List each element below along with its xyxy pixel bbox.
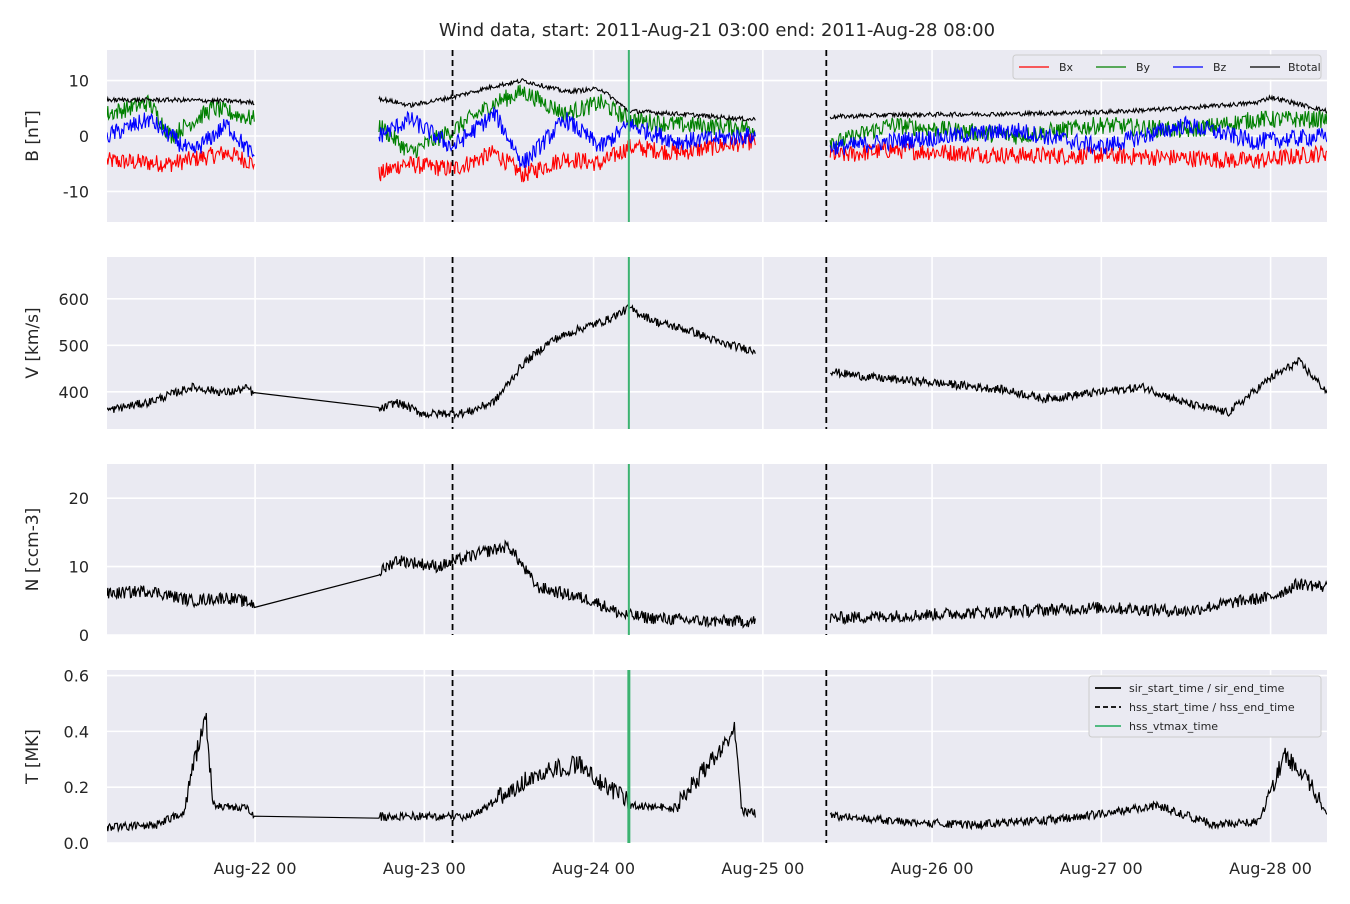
- y-tick-label: 10: [69, 72, 89, 91]
- legend-label: By: [1136, 61, 1151, 74]
- y-tick-label: 0.4: [64, 722, 89, 741]
- plot-area: [107, 257, 1327, 429]
- legend-box: [1012, 54, 1322, 80]
- x-tick-label: Aug-25 00: [721, 859, 804, 878]
- y-tick-label: 20: [69, 489, 89, 508]
- y-tick-label: 10: [69, 558, 89, 577]
- legend-label: hss_vtmax_time: [1129, 720, 1218, 733]
- legend-label: sir_start_time / sir_end_time: [1129, 682, 1285, 695]
- y-tick-label: 600: [58, 290, 89, 309]
- series-line-v: [107, 303, 1327, 420]
- legend-box: [1088, 675, 1322, 738]
- x-tick-label: Aug-22 00: [214, 859, 297, 878]
- plot-area: [107, 464, 1327, 635]
- panel-2: 400 500 600 V [km/s]: [23, 257, 1327, 429]
- y-tick-label: 0.2: [64, 778, 89, 797]
- y-axis-label: T [MK]: [23, 729, 43, 785]
- x-tick-label: Aug-23 00: [383, 859, 466, 878]
- legend-label: hss_start_time / hss_end_time: [1129, 701, 1295, 714]
- legend-label: Bz: [1213, 61, 1227, 74]
- x-tick-label: Aug-26 00: [891, 859, 974, 878]
- y-tick-label: -10: [63, 182, 89, 201]
- y-tick-label: 0: [79, 127, 89, 146]
- series-line-by: [107, 84, 1327, 159]
- y-axis-label: N [ccm-3]: [23, 508, 43, 592]
- x-tick-label: Aug-28 00: [1229, 859, 1312, 878]
- x-tick-label: Aug-24 00: [552, 859, 635, 878]
- y-axis-label: V [km/s]: [23, 307, 43, 378]
- panel-1: -10 0 10 B [nT] Bx By Bz Btotal: [23, 50, 1327, 222]
- series-line-t: [107, 712, 1327, 833]
- chart-title: Wind data, start: 2011-Aug-21 03:00 end:…: [439, 20, 995, 41]
- y-tick-label: 0: [79, 626, 89, 645]
- y-tick-label: 0.0: [64, 834, 89, 853]
- panel-3: 0 10 20 N [ccm-3]: [23, 464, 1327, 645]
- series-line-bz: [107, 106, 1327, 168]
- legend-label: Bx: [1059, 61, 1074, 74]
- panel-4: 0.0 0.2 0.4 0.6 T [MK] sir_start_time / sir_e…: [23, 667, 1327, 853]
- series-line-n: [107, 539, 1327, 629]
- y-tick-label: 0.6: [64, 667, 89, 686]
- series-line-btotal: [107, 78, 1327, 123]
- y-tick-label: 400: [58, 383, 89, 402]
- y-tick-label: 500: [58, 336, 89, 355]
- x-tick-label: Aug-27 00: [1060, 859, 1143, 878]
- y-axis-label: B [nT]: [23, 110, 43, 162]
- legend-label: Btotal: [1288, 61, 1321, 74]
